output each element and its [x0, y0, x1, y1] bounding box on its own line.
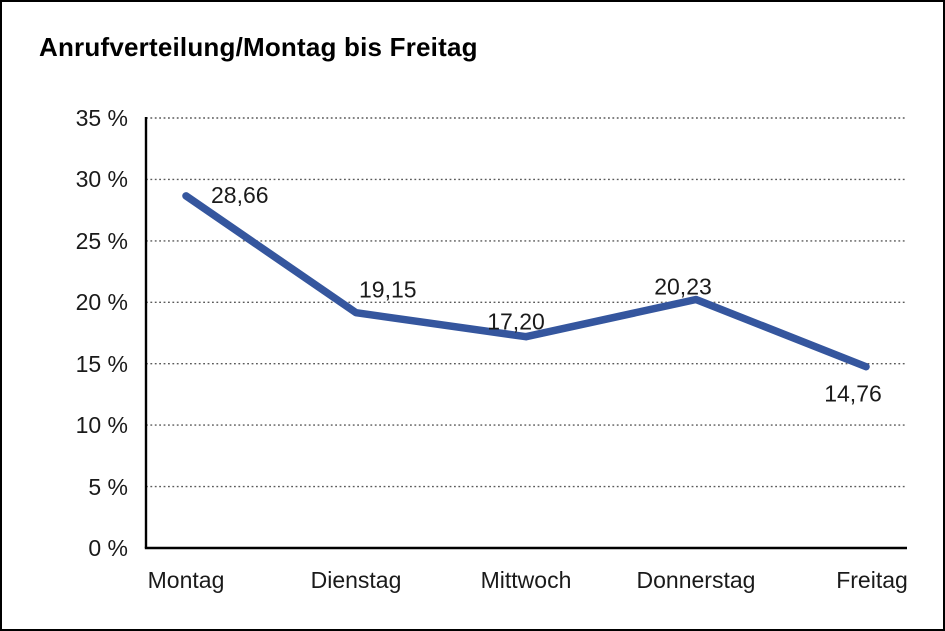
x-axis-labels: Montag Dienstag Mittwoch Donnerstag Frei…	[148, 567, 908, 593]
data-labels: 28,66 19,15 17,20 20,23 14,76	[211, 182, 882, 407]
xtick-donnerstag: Donnerstag	[637, 567, 756, 593]
y-axis-labels: 35 % 30 % 25 % 20 % 15 % 10 % 5 % 0 %	[76, 105, 128, 561]
ytick-10: 10 %	[76, 412, 128, 438]
value-label-freitag: 14,76	[824, 381, 882, 407]
value-label-mittwoch: 17,20	[487, 309, 545, 335]
value-label-montag: 28,66	[211, 182, 269, 208]
ytick-5: 5 %	[88, 474, 128, 500]
series-line	[182, 192, 870, 371]
xtick-mittwoch: Mittwoch	[481, 567, 572, 593]
value-label-donnerstag: 20,23	[654, 274, 712, 300]
ytick-15: 15 %	[76, 351, 128, 377]
ytick-0: 0 %	[88, 535, 128, 561]
ytick-20: 20 %	[76, 289, 128, 315]
ytick-30: 30 %	[76, 166, 128, 192]
ytick-35: 35 %	[76, 105, 128, 131]
xtick-dienstag: Dienstag	[311, 567, 402, 593]
ytick-25: 25 %	[76, 228, 128, 254]
xtick-freitag: Freitag	[836, 567, 908, 593]
value-label-dienstag: 19,15	[359, 277, 417, 303]
chart-title: Anrufverteilung/Montag bis Freitag	[39, 32, 478, 62]
xtick-montag: Montag	[148, 567, 225, 593]
axes	[144, 117, 907, 550]
gridlines	[146, 117, 907, 488]
